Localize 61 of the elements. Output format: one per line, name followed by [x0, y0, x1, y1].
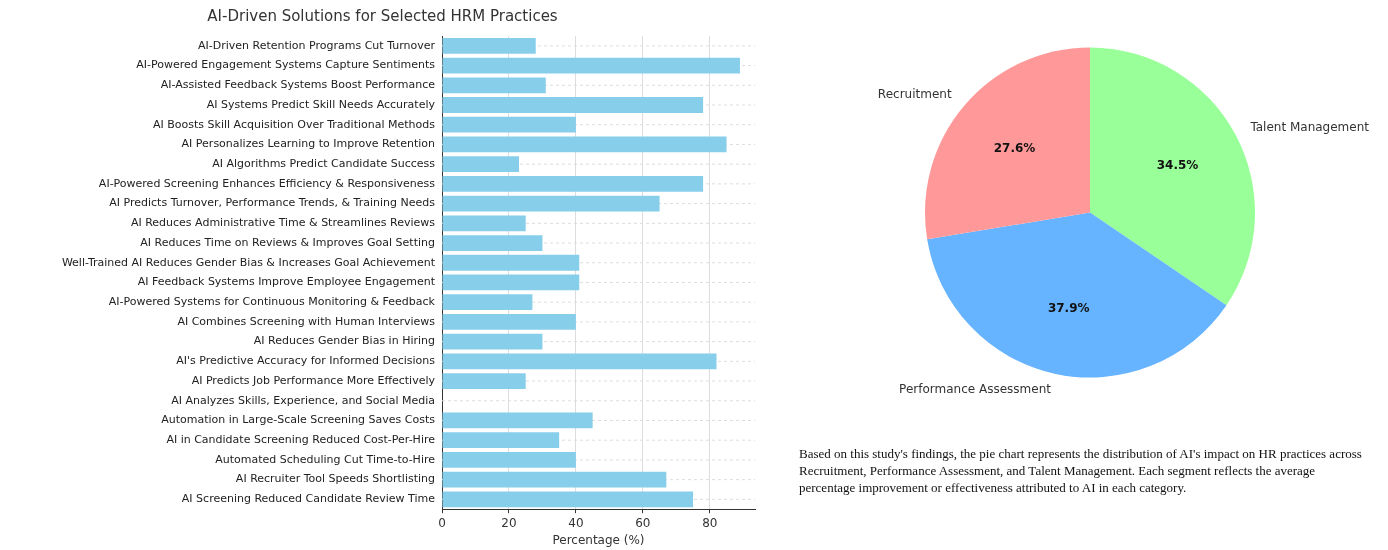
y-tick-label: AI Algorithms Predict Candidate Success [212, 157, 436, 171]
bar [442, 37, 536, 54]
bar [442, 274, 580, 291]
y-tick-label: AI Reduces Gender Bias in Hiring [253, 334, 435, 348]
data-label: 27.6% [993, 140, 1036, 155]
y-tick-label: AI-Powered Systems for Continuous Monitoring & Feedback [108, 295, 436, 309]
slice-label: Performance Assessment [899, 381, 1052, 396]
y-tick-label: AI Boosts Skill Acquisition Over Traditional Methods [152, 117, 436, 131]
y-tick-label: AI Predicts Job Performance More Effectively [191, 373, 436, 387]
bar [442, 432, 560, 449]
y-tick-label: AI-Assisted Feedback Systems Boost Performance [160, 78, 436, 92]
data-label: 37.9% [1047, 301, 1090, 316]
bar [442, 373, 526, 389]
data-label: 34.5% [1156, 158, 1199, 173]
y-tick-label: AI Analyzes Skills, Experience, and Social Media [171, 393, 435, 407]
y-tick-label: AI Screening Reduced Candidate Review Time [181, 492, 436, 506]
bar [442, 235, 543, 251]
x-tick-label: 0 [438, 515, 446, 530]
bar [442, 314, 576, 330]
y-tick-label: AI Feedback Systems Improve Employee Engagement [137, 275, 436, 289]
bar [442, 156, 519, 173]
bar [442, 175, 704, 192]
y-tick-label: AI Predicts Turnover, Performance Trends, & Training Needs [109, 196, 436, 210]
x-tick-label: 60 [635, 515, 651, 530]
bar [442, 333, 543, 350]
x-tick-label: 20 [501, 515, 517, 530]
x-axis-title: Percentage (%) [552, 532, 645, 547]
y-tick-label: Automated Scheduling Cut Time-to-Hire [215, 452, 436, 466]
slice-label: Recruitment [877, 87, 952, 102]
bar [442, 116, 576, 133]
x-tick-label: 80 [702, 515, 718, 530]
y-tick-label: AI-Powered Screening Enhances Efficiency & Responsiveness [98, 176, 436, 190]
x-tick-label: 40 [568, 515, 584, 530]
bar [442, 412, 593, 429]
bar [442, 471, 667, 488]
y-tick-label: AI in Candidate Screening Reduced Cost-Per-Hire [166, 433, 436, 447]
bar [442, 57, 740, 74]
bar [442, 136, 727, 153]
y-tick-label: Automation in Large-Scale Screening Saves Costs [161, 413, 436, 427]
bar [442, 491, 694, 508]
chart-title: AI-Driven Solutions for Selected HRM Practices [207, 6, 558, 25]
y-tick-label: AI-Driven Retention Programs Cut Turnover [197, 38, 436, 52]
bar [442, 452, 576, 468]
y-tick-label: AI Systems Predict Skill Needs Accurately [206, 97, 436, 111]
text: Based on this study's findings, the pie chart represents the distribution of AI's impact on HR practices across Recruitment, Performance Assessment, and Talent Management. Each segment reflects the average percentage improvement or effectiveness attributed to AI in each category. [798, 445, 1363, 496]
y-tick-label: AI Reduces Administrative Time & Streamlines Reviews [130, 216, 436, 230]
y-tick-label: AI Combines Screening with Human Interviews [177, 314, 436, 328]
bar [442, 254, 580, 271]
y-tick-label: AI Recruiter Tool Speeds Shortlisting [235, 472, 435, 486]
y-tick-label: Well-Trained AI Reduces Gender Bias & Increases Goal Achievement [61, 255, 436, 269]
y-tick-label: AI-Powered Engagement Systems Capture Sentiments [136, 58, 436, 72]
bar [442, 195, 660, 212]
slice-label: Talent Management [1249, 119, 1370, 134]
bar [442, 215, 526, 232]
bar [442, 77, 546, 94]
bar [442, 294, 533, 311]
y-tick-label: AI Reduces Time on Reviews & Improves Goal Setting [140, 235, 435, 249]
y-tick-label: AI's Predictive Accuracy for Informed Decisions [176, 354, 436, 368]
y-tick-label: AI Personalizes Learning to Improve Retention [181, 137, 436, 151]
bar [442, 353, 717, 370]
bar [442, 97, 704, 113]
